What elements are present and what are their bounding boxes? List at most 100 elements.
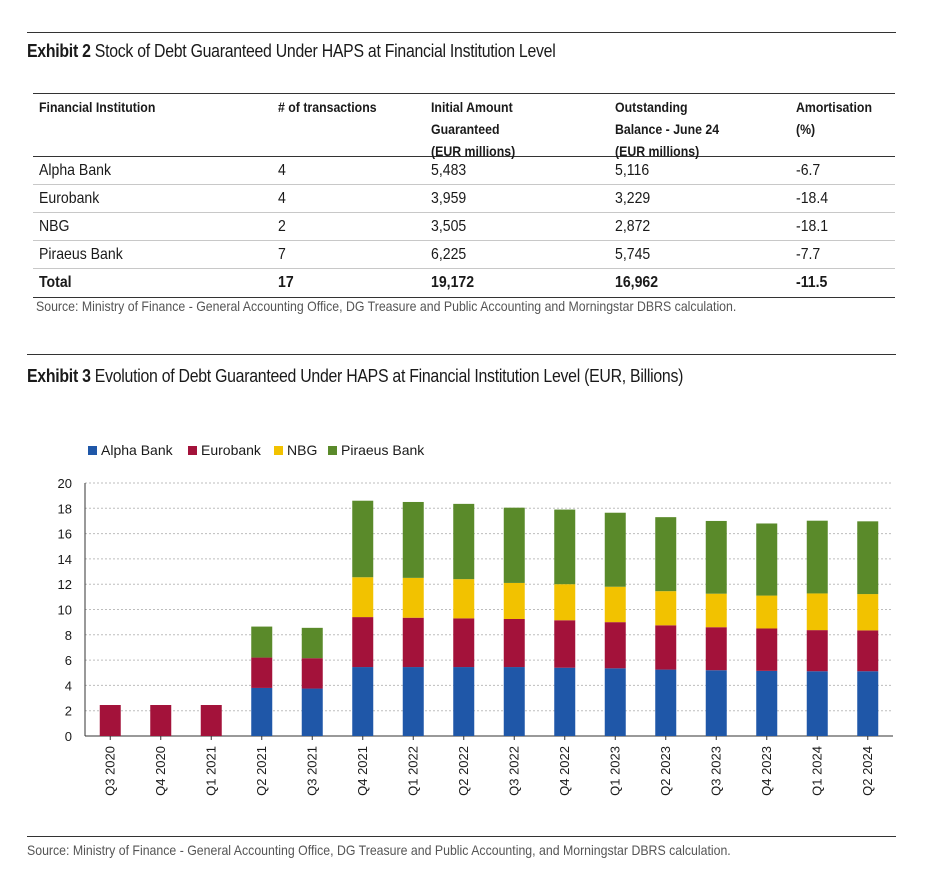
bar-segment-eurobank: [453, 618, 475, 668]
bar-segment-alpha-bank: [554, 667, 576, 736]
x-tick-label: Q2 2021: [254, 746, 269, 796]
table-total-row: Total 17 19,172 16,962 -11.5: [33, 269, 895, 298]
bar-segment-nbg: [655, 591, 677, 626]
cell-initial: 3,959: [431, 190, 467, 207]
cell-institution: Alpha Bank: [39, 162, 112, 179]
legend-swatch: [274, 446, 283, 455]
y-tick-label: 12: [58, 577, 72, 592]
bar-segment-eurobank: [150, 705, 172, 736]
bar-segment-alpha-bank: [503, 667, 525, 736]
bar-segment-nbg: [756, 595, 778, 629]
y-tick-label: 8: [65, 628, 72, 643]
bar-segment-piraeus-bank: [251, 626, 273, 658]
bar-segment-eurobank: [301, 658, 323, 689]
bar-segment-eurobank: [99, 705, 121, 736]
table-row: Piraeus Bank 7 6,225 5,745 -7.7: [33, 241, 895, 269]
bar-segment-eurobank: [352, 617, 374, 668]
bar-segment-nbg: [554, 584, 576, 621]
legend-swatch: [328, 446, 337, 455]
bar-segment-nbg: [806, 593, 828, 631]
bar-segment-piraeus-bank: [705, 520, 727, 594]
x-tick-label: Q3 2021: [304, 746, 319, 796]
y-tick-label: 4: [65, 678, 72, 693]
cell-outstanding: 5,116: [615, 162, 650, 179]
top-rule: [27, 32, 896, 33]
bar-segment-alpha-bank: [756, 670, 778, 736]
cell-outstanding: 3,229: [615, 190, 651, 207]
legend-label: NBG: [287, 442, 317, 458]
exhibit2-title: Exhibit 2 Stock of Debt Guaranteed Under…: [27, 41, 556, 62]
cell-outstanding: 16,962: [615, 274, 659, 291]
x-tick-label: Q4 2023: [759, 746, 774, 796]
cell-amortisation: -7.7: [796, 246, 821, 263]
bar-segment-nbg: [352, 577, 374, 618]
bar-segment-alpha-bank: [251, 687, 273, 736]
header-initial-amount: Initial Amount Guaranteed (EUR millions): [431, 99, 516, 159]
table-row: Alpha Bank 4 5,483 5,116 -6.7: [33, 157, 895, 185]
bar-segment-eurobank: [402, 617, 424, 668]
bar-segment-alpha-bank: [705, 670, 727, 736]
cell-initial: 19,172: [431, 274, 475, 291]
bar-segment-piraeus-bank: [655, 517, 677, 592]
bar-segment-piraeus-bank: [402, 501, 424, 578]
exhibit3-source: Source: Ministry of Finance - General Ac…: [27, 842, 731, 858]
legend-label: Piraeus Bank: [341, 442, 425, 458]
x-tick-label: Q1 2021: [203, 746, 218, 796]
y-tick-label: 6: [65, 653, 72, 668]
y-tick-label: 16: [58, 527, 72, 542]
haps-table: Financial Institution # of transactions …: [33, 93, 895, 298]
bar-segment-eurobank: [806, 630, 828, 672]
y-tick-label: 0: [65, 729, 72, 744]
bar-segment-alpha-bank: [352, 667, 374, 736]
table-row: NBG 2 3,505 2,872 -18.1: [33, 213, 895, 241]
bar-segment-piraeus-bank: [756, 523, 778, 596]
bar-segment-piraeus-bank: [301, 627, 323, 659]
bar-segment-piraeus-bank: [554, 509, 576, 585]
cell-amortisation: -18.1: [796, 218, 829, 235]
x-tick-label: Q4 2020: [153, 746, 168, 796]
bar-segment-eurobank: [705, 627, 727, 671]
bar-segment-eurobank: [554, 620, 576, 668]
cell-institution: Eurobank: [39, 190, 100, 207]
bar-segment-nbg: [453, 579, 475, 619]
exhibit3-label: Exhibit 3: [27, 366, 91, 386]
bar-segment-piraeus-bank: [453, 503, 475, 580]
cell-transactions: 4: [278, 162, 286, 179]
exhibit3-title: Exhibit 3 Evolution of Debt Guaranteed U…: [27, 366, 683, 387]
x-tick-label: Q2 2023: [658, 746, 673, 796]
bar-segment-alpha-bank: [655, 669, 677, 736]
legend-label: Eurobank: [201, 442, 262, 458]
cell-transactions: 4: [278, 190, 286, 207]
x-tick-label: Q4 2021: [355, 746, 370, 796]
bar-segment-nbg: [604, 586, 626, 623]
cell-institution: NBG: [39, 218, 70, 235]
cell-initial: 5,483: [431, 162, 467, 179]
legend-swatch: [88, 446, 97, 455]
bar-segment-piraeus-bank: [352, 500, 374, 578]
header-transactions: # of transactions: [278, 99, 377, 115]
bar-segment-piraeus-bank: [604, 512, 626, 587]
bar-segment-nbg: [503, 582, 525, 619]
bar-segment-nbg: [402, 577, 424, 618]
bar-segment-eurobank: [200, 705, 222, 736]
bar-segment-eurobank: [503, 618, 525, 668]
x-tick-label: Q1 2022: [405, 746, 420, 796]
y-tick-label: 20: [58, 476, 72, 491]
cell-initial: 6,225: [431, 246, 467, 263]
bar-segment-alpha-bank: [806, 671, 828, 736]
x-tick-label: Q3 2022: [506, 746, 521, 796]
legend-swatch: [188, 446, 197, 455]
exhibit2-source: Source: Ministry of Finance - General Ac…: [36, 298, 737, 314]
x-tick-label: Q3 2023: [708, 746, 723, 796]
cell-amortisation: -18.4: [796, 190, 829, 207]
cell-outstanding: 5,745: [615, 246, 651, 263]
bar-segment-alpha-bank: [857, 671, 879, 736]
exhibit2-label: Exhibit 2: [27, 41, 91, 61]
bar-segment-alpha-bank: [301, 688, 323, 736]
cell-initial: 3,505: [431, 218, 467, 235]
bar-segment-eurobank: [251, 657, 273, 688]
cell-transactions: 7: [278, 246, 286, 263]
stacked-bar-chart: 0 2 4 6 8 10 12 14 16 18 20 Q3 2020 Q4 2020 Q1 2021 Q2…: [58, 442, 893, 796]
bar-segment-eurobank: [857, 630, 879, 672]
bar-segment-eurobank: [655, 625, 677, 670]
